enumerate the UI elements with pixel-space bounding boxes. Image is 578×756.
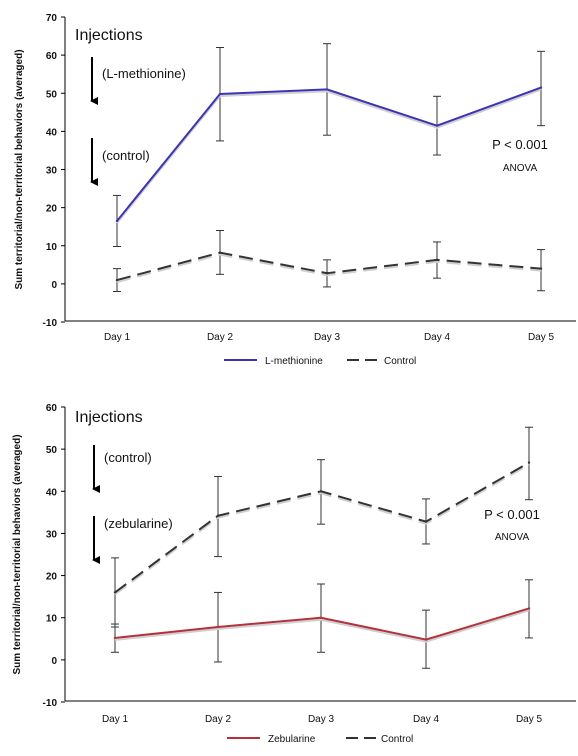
y-tick-label: 50 <box>46 89 58 100</box>
series-line <box>116 86 542 222</box>
x-tick-label: Day 4 <box>413 714 440 725</box>
y-tick-label: 20 <box>46 572 58 583</box>
y-tick-label: 60 <box>46 403 58 414</box>
y-tick-label: 10 <box>46 614 58 625</box>
x-tick-label: Day 2 <box>205 714 232 725</box>
x-tick-label: Day 5 <box>516 714 543 725</box>
series-control <box>111 426 533 628</box>
series-shadow <box>116 253 542 284</box>
chart-panel-l-methionine: -10 0 10 20 30 40 50 60 70 Day 1 Day 2 Day 3 Day 4 Da… <box>14 13 576 367</box>
x-tick-label: Day 1 <box>102 714 129 725</box>
y-tick-label: 70 <box>46 13 58 24</box>
legend-label: Control <box>384 356 416 367</box>
y-tick-label: 40 <box>46 127 58 138</box>
y-tick-label: -10 <box>43 318 58 329</box>
series-shadow <box>116 88 542 224</box>
data-point <box>218 251 222 254</box>
data-point <box>325 88 329 91</box>
x-tick-label: Day 5 <box>528 332 555 343</box>
legend: L-methionine Control <box>224 356 416 367</box>
legend: Zebularine Control <box>227 734 413 745</box>
data-point <box>319 616 323 619</box>
data-point <box>115 278 119 282</box>
p-value-label: P < 0.001 <box>492 137 548 152</box>
x-tick-label: Day 3 <box>314 332 341 343</box>
y-tick-label: 20 <box>46 204 58 215</box>
data-point <box>527 607 531 610</box>
series-shadow <box>114 463 530 596</box>
x-tick-label: Day 3 <box>308 714 335 725</box>
arrow-label: (zebularine) <box>104 516 173 531</box>
data-point <box>539 86 543 89</box>
data-point <box>113 636 117 640</box>
series-zebularine <box>111 579 533 669</box>
x-tick-label: Day 1 <box>104 332 131 343</box>
data-point <box>527 461 531 464</box>
anova-label: ANOVA <box>503 163 538 174</box>
series-shadow <box>114 609 530 643</box>
series-l-methionine <box>113 43 545 248</box>
chart-panel-zebularine: -10 0 10 20 30 40 50 60 Day 1 Day 2 Day 3 Day 4 Day … <box>12 403 576 745</box>
x-tick-label: Day 2 <box>207 332 234 343</box>
data-point <box>216 514 220 517</box>
y-tick-label: 0 <box>51 656 57 667</box>
y-tick-label: 0 <box>51 280 57 291</box>
anova-label: ANOVA <box>495 532 530 543</box>
y-tick-label: 30 <box>46 166 58 177</box>
y-tick-label: 30 <box>46 529 58 540</box>
y-tick-label: 40 <box>46 487 58 498</box>
arrow-label: (control) <box>104 450 152 465</box>
legend-label: Control <box>381 734 413 745</box>
x-tick-label: Day 4 <box>424 332 451 343</box>
y-tick-label: 50 <box>46 445 58 456</box>
data-point <box>435 258 439 262</box>
y-tick-label: 10 <box>46 242 58 253</box>
data-point <box>435 124 439 127</box>
data-point <box>325 272 329 275</box>
arrow-label: (L-methionine) <box>102 66 186 81</box>
data-point <box>319 490 323 493</box>
y-axis-label: Sum territorial/non-territorial behavior… <box>14 49 25 289</box>
data-point <box>216 625 220 629</box>
y-tick-label: 60 <box>46 51 58 62</box>
injections-label: Injections <box>75 27 143 44</box>
legend-label: Zebularine <box>268 734 316 745</box>
data-point <box>113 591 117 594</box>
legend-label: L-methionine <box>265 356 323 367</box>
y-tick-label: -10 <box>43 698 58 709</box>
p-value-label: P < 0.001 <box>484 507 540 522</box>
y-axis-label: Sum territorial/non-territorial behavior… <box>12 434 23 674</box>
series-line <box>114 461 530 594</box>
arrow-label: (control) <box>102 148 150 163</box>
data-point <box>539 267 543 270</box>
data-point <box>424 520 428 523</box>
data-point <box>115 219 119 223</box>
series-line <box>114 607 530 641</box>
injections-label: Injections <box>75 409 143 426</box>
series-control <box>113 230 545 292</box>
data-point <box>424 638 428 641</box>
data-point <box>218 92 222 96</box>
